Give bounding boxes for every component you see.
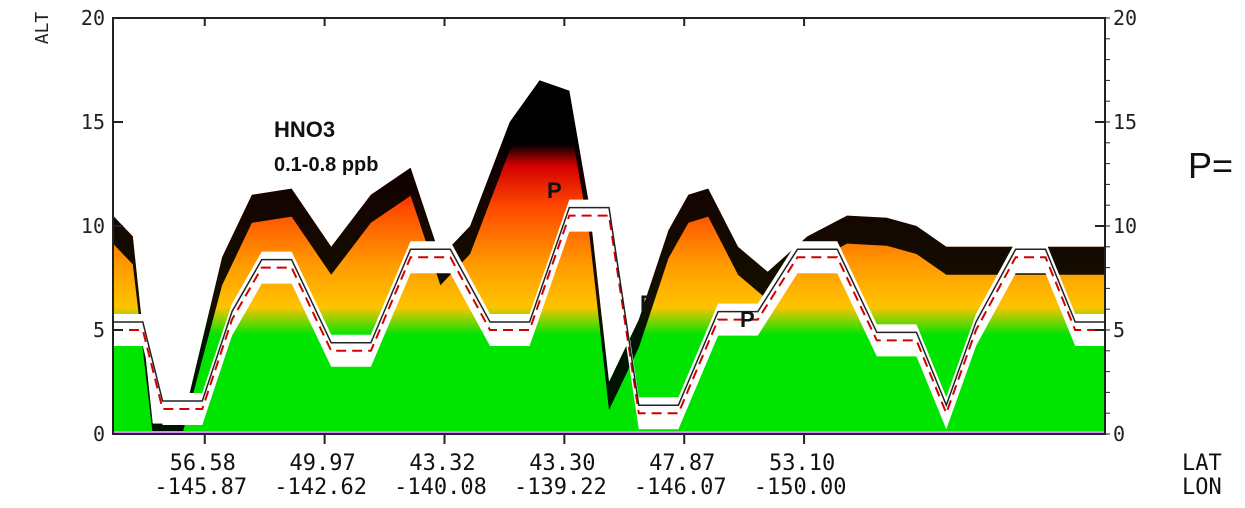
lat-tick-label: 56.58	[170, 451, 236, 476]
flight-track-upper-line	[113, 206, 1105, 408]
marker-p-3: P	[740, 307, 755, 332]
lat-tick-row: 56.58 49.97 43.32 43.30 47.87 53.10	[170, 451, 836, 476]
y-tick-label-left: 0	[93, 422, 105, 446]
lon-tick-label: -140.08	[394, 475, 487, 500]
lat-tick-label: 47.87	[649, 451, 715, 476]
annotation-species: HNO3	[274, 117, 335, 142]
y-tick-label-right: 15	[1113, 110, 1137, 134]
y-tick-label-right: 20	[1113, 6, 1137, 30]
lat-tick-label: 43.32	[409, 451, 475, 476]
annotation-range: 0.1-0.8 ppb	[274, 154, 378, 176]
lon-tick-label: -145.87	[154, 475, 247, 500]
minor-ticks	[1105, 17, 1110, 435]
cut-label: P=	[1188, 145, 1233, 186]
y-tick-label-right: 0	[1113, 422, 1125, 446]
lat-tick-label: 43.30	[529, 451, 595, 476]
lon-tick-label: -146.07	[634, 475, 727, 500]
lon-tick-label: -142.62	[274, 475, 367, 500]
flight-track-line	[113, 214, 1105, 416]
lat-tick-label: 53.10	[769, 451, 835, 476]
x-axis-ticks	[203, 18, 806, 444]
lon-tick-label: -150.00	[754, 475, 847, 500]
y-tick-label-right: 10	[1113, 214, 1137, 238]
y-tick-label-left: 10	[81, 214, 105, 238]
lat-tick-label: 49.97	[290, 451, 356, 476]
lon-row-name: LON	[1182, 475, 1222, 500]
lon-tick-label: -139.22	[514, 475, 607, 500]
marker-p-2: P	[640, 291, 655, 316]
lat-row-name: LAT	[1182, 451, 1222, 476]
flight-track-layer	[113, 199, 1105, 433]
y-axis-right: 0 5 10 15 20	[1095, 6, 1137, 446]
y-tick-label-left: 5	[93, 318, 105, 342]
y-axis-title: ALT	[32, 12, 53, 45]
flight-track-band	[113, 199, 1105, 430]
y-tick-label-left: 15	[81, 110, 105, 134]
marker-p-1: P	[547, 178, 562, 203]
y-tick-label-left: 20	[81, 6, 105, 30]
y-tick-label-right: 5	[1113, 318, 1125, 342]
lon-tick-row: -145.87 -142.62 -140.08 -139.22 -146.07 -150.…	[154, 475, 846, 500]
y-axis-left: 0 5 10 15 20	[81, 6, 123, 446]
